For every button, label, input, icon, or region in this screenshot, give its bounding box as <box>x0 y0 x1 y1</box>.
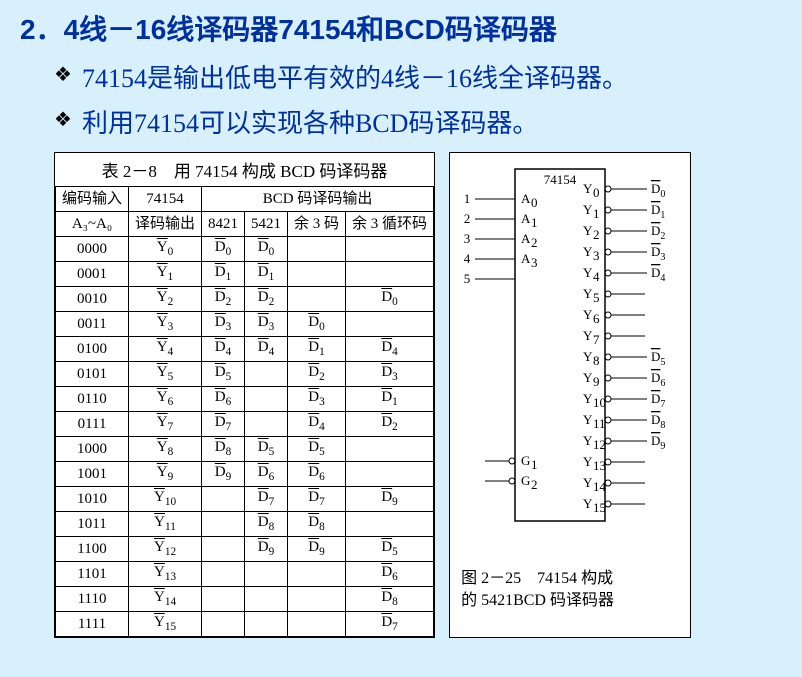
table-title: 表 2－8 用 74154 构成 BCD 码译码器 <box>55 153 434 186</box>
svg-text:A: A <box>521 231 531 246</box>
svg-text:G: G <box>521 473 530 488</box>
svg-text:1: 1 <box>531 215 538 230</box>
svg-text:Y: Y <box>583 433 593 448</box>
svg-text:4: 4 <box>593 269 600 284</box>
svg-text:Y: Y <box>583 475 593 490</box>
svg-text:11: 11 <box>593 416 606 431</box>
svg-text:8: 8 <box>593 353 600 368</box>
bullet-2: 利用74154可以实现各种BCD码译码器。 <box>82 103 538 140</box>
svg-text:14: 14 <box>593 479 607 494</box>
svg-text:D4: D4 <box>651 265 665 284</box>
svg-text:Y: Y <box>583 349 593 364</box>
fig-caption-1: 图 2－25 74154 构成 <box>461 568 685 590</box>
section-heading: 2．4线－16线译码器74154和BCD码译码器 <box>20 8 782 48</box>
truth-table: 编码输入 74154 BCD 码译码输出 A₃~A₀ 译码输出 8421 542… <box>55 186 434 637</box>
diamond-icon: ❖ <box>54 107 72 132</box>
svg-text:2: 2 <box>531 235 538 250</box>
svg-text:Y: Y <box>583 307 593 322</box>
svg-text:1: 1 <box>531 457 538 472</box>
svg-text:2: 2 <box>464 211 471 226</box>
svg-text:3: 3 <box>531 255 538 270</box>
svg-text:3: 3 <box>464 231 471 246</box>
th-col2b: 译码输出 <box>129 212 202 237</box>
figure-block: 741541A02A13A24A35G1G2Y0D0Y1D1Y2D2Y3D3Y4… <box>449 152 691 638</box>
svg-text:3: 3 <box>593 248 600 263</box>
svg-text:12: 12 <box>593 437 606 452</box>
svg-text:13: 13 <box>593 458 606 473</box>
svg-text:4: 4 <box>464 251 471 266</box>
svg-text:D0: D0 <box>651 181 665 200</box>
th-5421: 5421 <box>245 212 288 237</box>
fig-caption-2: 的 5421BCD 码译码器 <box>461 590 685 612</box>
svg-text:Y: Y <box>583 223 593 238</box>
svg-text:G: G <box>521 453 530 468</box>
svg-text:D8: D8 <box>651 412 665 431</box>
svg-text:D6: D6 <box>651 370 665 389</box>
svg-text:0: 0 <box>593 185 600 200</box>
svg-text:Y: Y <box>583 181 593 196</box>
svg-text:5: 5 <box>593 290 600 305</box>
truth-table-block: 表 2－8 用 74154 构成 BCD 码译码器 编码输入 74154 BCD… <box>54 152 435 638</box>
svg-text:Y: Y <box>583 454 593 469</box>
svg-text:Y: Y <box>583 412 593 427</box>
th-8421: 8421 <box>202 212 245 237</box>
svg-text:10: 10 <box>593 395 606 410</box>
svg-text:Y: Y <box>583 328 593 343</box>
svg-text:1: 1 <box>593 206 600 221</box>
svg-text:Y: Y <box>583 202 593 217</box>
svg-text:7: 7 <box>593 332 600 347</box>
th-span: BCD 码译码输出 <box>202 187 434 212</box>
svg-text:Y: Y <box>583 496 593 511</box>
th-col2a: 74154 <box>129 187 202 212</box>
svg-text:D2: D2 <box>651 223 665 242</box>
bullet-1: 74154是输出低电平有效的4线－16线全译码器。 <box>82 58 628 95</box>
svg-text:Y: Y <box>583 370 593 385</box>
chip-diagram: 741541A02A13A24A35G1G2Y0D0Y1D1Y2D2Y3D3Y4… <box>455 159 685 559</box>
svg-text:D7: D7 <box>651 391 665 410</box>
svg-text:6: 6 <box>593 311 600 326</box>
svg-text:9: 9 <box>593 374 600 389</box>
svg-text:Y: Y <box>583 244 593 259</box>
svg-text:2: 2 <box>531 477 538 492</box>
svg-text:D9: D9 <box>651 433 665 452</box>
svg-text:0: 0 <box>531 195 538 210</box>
svg-text:D5: D5 <box>651 349 665 368</box>
svg-text:Y: Y <box>583 391 593 406</box>
th-col1a: 编码输入 <box>56 187 129 212</box>
svg-text:Y: Y <box>583 286 593 301</box>
th-col1b: A₃~A₀ <box>56 212 129 237</box>
bullet-list: ❖ 74154是输出低电平有效的4线－16线全译码器。 ❖ 利用74154可以实… <box>54 58 782 140</box>
svg-text:A: A <box>521 251 531 266</box>
svg-text:15: 15 <box>593 500 606 515</box>
svg-text:A: A <box>521 211 531 226</box>
svg-text:74154: 74154 <box>544 172 577 187</box>
diamond-icon: ❖ <box>54 62 72 87</box>
th-ex3: 余 3 码 <box>288 212 346 237</box>
svg-text:5: 5 <box>464 271 471 286</box>
svg-text:Y: Y <box>583 265 593 280</box>
th-ex3cyc: 余 3 循环码 <box>346 212 434 237</box>
svg-text:1: 1 <box>464 191 471 206</box>
svg-text:A: A <box>521 191 531 206</box>
svg-text:D3: D3 <box>651 244 665 263</box>
svg-text:2: 2 <box>593 227 600 242</box>
svg-text:D1: D1 <box>651 202 665 221</box>
